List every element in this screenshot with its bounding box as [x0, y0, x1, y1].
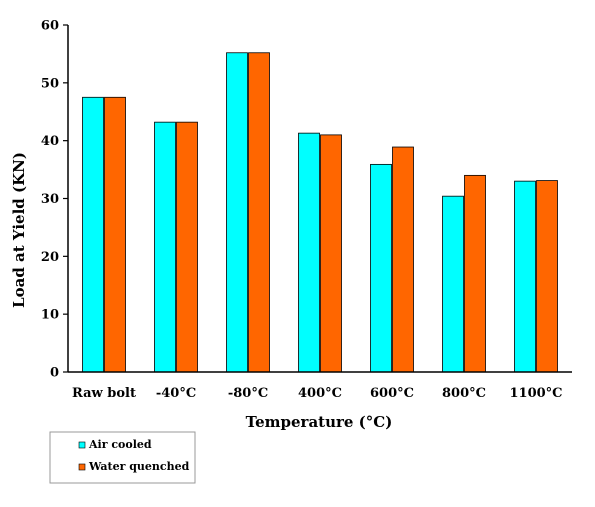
bar-water-quenched-600c — [392, 146, 414, 373]
legend-label-air-cooled: Air cooled — [88, 438, 152, 451]
y-axis-ticks: 0 10 20 30 40 50 60 — [41, 19, 68, 381]
x-tick-label-1100c: 1100°C — [509, 386, 562, 401]
bar-air-cooled-800c — [442, 195, 464, 373]
y-tick-label-50: 50 — [41, 76, 59, 91]
x-tick-label-raw-bolt: Raw bolt — [72, 386, 136, 401]
x-tick-label-400c: 400°C — [298, 386, 342, 401]
bar-air-cooled-40c — [154, 121, 176, 373]
bar-water-quenched-1100c — [536, 180, 558, 373]
y-tick-label-60: 60 — [41, 19, 59, 34]
bar-water-quenched-80c — [248, 52, 270, 373]
bar-air-cooled-1100c — [514, 180, 536, 373]
y-tick-label-30: 30 — [41, 192, 59, 207]
x-tick-label-600c: 600°C — [370, 386, 414, 401]
x-tick-label-40c: -40°C — [156, 386, 196, 401]
x-axis-title: Temperature (°C) — [246, 413, 393, 431]
legend-swatch-water-quenched — [78, 463, 86, 471]
y-tick-label-0: 0 — [50, 366, 59, 381]
x-tick-label-800c: 800°C — [442, 386, 486, 401]
bar-water-quenched-800c — [464, 174, 486, 373]
x-axis-ticks: Raw bolt -40°C -80°C 400°C 600°C 800°C 1100°C — [72, 386, 562, 401]
bar-water-quenched-raw-bolt — [104, 96, 126, 373]
bar-air-cooled-raw-bolt — [82, 96, 104, 373]
y-tick-label-40: 40 — [41, 134, 59, 149]
y-axis-title: Load at Yield (KN) — [10, 152, 28, 308]
bar-water-quenched-40c — [176, 121, 198, 373]
bar-air-cooled-400c — [298, 132, 320, 373]
legend: Air cooled Water quenched — [49, 431, 196, 484]
legend-label-water-quenched: Water quenched — [88, 460, 190, 473]
bar-water-quenched-400c — [320, 134, 342, 373]
legend-box — [49, 431, 196, 484]
bar-air-cooled-600c — [370, 163, 392, 373]
x-tick-label-80c: -80°C — [228, 386, 268, 401]
y-tick-label-20: 20 — [41, 250, 59, 265]
bar-air-cooled-80c — [226, 52, 248, 373]
y-tick-label-10: 10 — [41, 308, 59, 323]
legend-swatch-air-cooled — [78, 441, 86, 449]
bars — [82, 52, 558, 373]
